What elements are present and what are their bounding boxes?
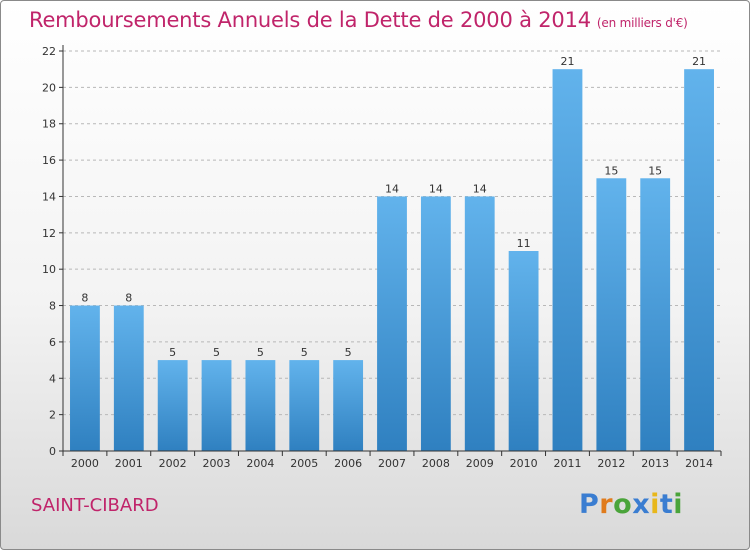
logo-letter: r — [599, 489, 614, 520]
x-tick-label: 2003 — [203, 457, 231, 470]
bar — [596, 178, 627, 452]
bar — [552, 69, 583, 451]
bar — [289, 360, 320, 451]
town-name: SAINT-CIBARD — [31, 495, 159, 516]
x-tick-label: 2013 — [641, 457, 669, 470]
logo-letter: P — [579, 489, 600, 520]
y-tick-label: 2 — [49, 409, 56, 422]
x-tick-label: 2008 — [422, 457, 450, 470]
proxiti-logo: Proxiti — [579, 489, 683, 520]
y-tick-label: 20 — [42, 81, 56, 94]
logo-letter: t — [659, 489, 674, 520]
bar — [640, 178, 671, 452]
x-tick-label: 2001 — [115, 457, 143, 470]
x-tick-label: 2012 — [597, 457, 625, 470]
title-main: Remboursements Annuels de la Dette de 20… — [29, 8, 591, 32]
data-label: 15 — [648, 164, 662, 177]
y-tick-label: 0 — [49, 445, 56, 458]
y-tick-label: 22 — [42, 45, 56, 58]
data-label: 14 — [429, 182, 443, 195]
y-tick-label: 14 — [42, 190, 56, 203]
y-tick-label: 10 — [42, 263, 56, 276]
data-label: 8 — [125, 292, 132, 305]
data-label: 5 — [301, 346, 308, 359]
logo-letter: o — [613, 489, 633, 520]
bar — [245, 360, 276, 451]
bar — [420, 196, 451, 451]
y-tick-label: 18 — [42, 118, 56, 131]
x-tick-label: 2002 — [159, 457, 187, 470]
bar — [333, 360, 364, 451]
bar — [684, 69, 714, 451]
data-label: 21 — [692, 55, 706, 68]
data-label: 8 — [81, 292, 88, 305]
x-tick-label: 2000 — [71, 457, 99, 470]
y-tick-label: 16 — [42, 154, 56, 167]
logo-letter: x — [632, 489, 651, 520]
logo-letter: i — [673, 489, 684, 520]
y-tick-label: 4 — [49, 372, 56, 385]
title-unit: (en milliers d'€) — [596, 16, 688, 30]
data-label: 21 — [560, 55, 574, 68]
y-tick-label: 6 — [49, 336, 56, 349]
bar — [377, 196, 407, 451]
data-label: 5 — [169, 346, 176, 359]
x-tick-label: 2006 — [334, 457, 362, 470]
x-tick-label: 2004 — [246, 457, 274, 470]
data-label: 5 — [213, 346, 220, 359]
chart-title: Remboursements Annuels de la Dette de 20… — [29, 8, 688, 32]
x-tick-label: 2007 — [378, 457, 406, 470]
y-tick-label: 12 — [42, 227, 56, 240]
bar — [508, 251, 539, 451]
bar — [201, 360, 232, 451]
data-label: 5 — [257, 346, 264, 359]
bar — [157, 360, 188, 451]
x-tick-label: 2010 — [510, 457, 538, 470]
data-label: 14 — [385, 182, 399, 195]
bar — [113, 305, 144, 451]
data-label: 14 — [473, 182, 487, 195]
x-tick-label: 2005 — [290, 457, 318, 470]
x-tick-label: 2014 — [685, 457, 713, 470]
data-label: 15 — [604, 164, 618, 177]
y-tick-label: 8 — [49, 300, 56, 313]
bar — [70, 305, 100, 451]
logo-letter: i — [650, 489, 660, 520]
data-label: 5 — [345, 346, 352, 359]
bar — [464, 196, 495, 451]
x-tick-label: 2011 — [553, 457, 581, 470]
data-label: 11 — [517, 237, 531, 250]
x-tick-label: 2009 — [466, 457, 494, 470]
